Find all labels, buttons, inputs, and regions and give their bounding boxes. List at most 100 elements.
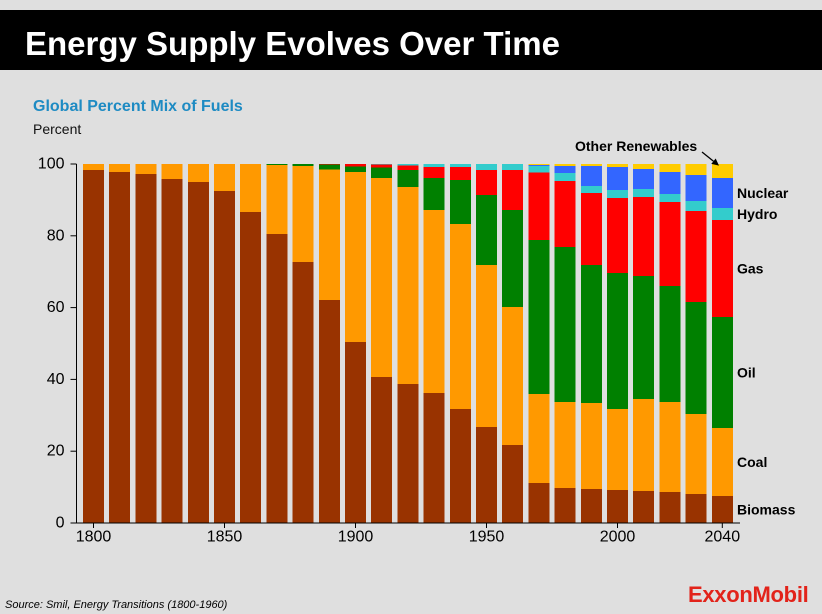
- bar-hydro-2000: [607, 189, 628, 199]
- bar-coal-1960: [502, 306, 524, 446]
- x-tick-label-2000: 2000: [600, 529, 636, 546]
- bar-oil-1950: [476, 194, 497, 265]
- bar-hydro-1980: [554, 172, 576, 181]
- annotation-other-renewables: Other Renewables: [575, 138, 697, 154]
- bar-other-renewables-2010: [633, 164, 655, 170]
- bar-coal-1890: [318, 169, 340, 301]
- y-tick-label-100: 100: [38, 156, 65, 173]
- bar-coal-2030: [685, 413, 707, 494]
- bar-biomass-2030: [685, 493, 707, 523]
- bar-coal-1920: [397, 186, 419, 385]
- bar-oil-1990: [580, 264, 602, 404]
- bar-hydro-1940: [449, 164, 471, 167]
- bar-hydro-1910: [371, 164, 393, 165]
- bar-coal-1910: [371, 178, 393, 377]
- bar-biomass-1900: [345, 342, 366, 523]
- chart-title: Global Percent Mix of Fuels: [33, 98, 243, 115]
- bar-coal-1990: [580, 403, 602, 489]
- bar-gas-2010: [633, 197, 655, 277]
- bar-nuclear-2000: [607, 166, 628, 190]
- bar-other-renewables-1970: [528, 164, 550, 166]
- bar-nuclear-2040: [711, 178, 733, 209]
- bar-biomass-1810: [109, 171, 131, 523]
- bar-coal-1840: [187, 164, 209, 182]
- y-tick-label-60: 60: [47, 299, 65, 316]
- bar-biomass-1940: [449, 408, 471, 523]
- bar-hydro-1950: [476, 164, 497, 171]
- bar-coal-1820: [135, 164, 157, 175]
- series-label-coal: Coal: [737, 454, 767, 470]
- bar-oil-1970: [528, 240, 550, 395]
- bar-coal-2010: [633, 399, 655, 492]
- bar-other-renewables-1990: [580, 164, 602, 167]
- bar-biomass-2020: [659, 492, 681, 523]
- bar-hydro-2040: [711, 208, 733, 221]
- bar-oil-1980: [554, 246, 576, 403]
- bar-nuclear-1990: [580, 166, 602, 186]
- bar-hydro-2020: [659, 194, 681, 203]
- bar-gas-2020: [659, 202, 681, 287]
- bar-coal-1930: [423, 209, 445, 394]
- y-tick-label-20: 20: [47, 443, 65, 460]
- bar-biomass-1890: [318, 300, 340, 523]
- bar-hydro-1920: [397, 164, 419, 166]
- annotation-arrow-shaft: [701, 151, 714, 162]
- bar-biomass-1850: [214, 190, 235, 524]
- title-bar: Energy Supply Evolves Over Time: [0, 10, 822, 70]
- series-labels: Biomass Coal Oil Gas Hydro Nuclear: [737, 185, 796, 517]
- bar-coal-1870: [266, 165, 288, 235]
- bar-nuclear-1970: [528, 165, 550, 167]
- bar-gas-1920: [397, 165, 419, 171]
- bar-biomass-1960: [502, 445, 524, 523]
- bar-biomass-1870: [266, 234, 288, 523]
- bar-hydro-2010: [633, 189, 655, 198]
- bar-nuclear-1980: [554, 166, 576, 173]
- y-tick-label-40: 40: [47, 371, 65, 388]
- bar-coal-2040: [711, 427, 733, 497]
- bar-coal-1860: [240, 164, 262, 213]
- bar-coal-1800: [83, 164, 104, 171]
- x-tick-label-1850: 1850: [207, 529, 243, 546]
- bar-gas-1910: [371, 164, 393, 168]
- x-tick-label-1900: 1900: [338, 529, 374, 546]
- bar-coal-1810: [109, 164, 131, 172]
- bar-oil-1870: [266, 164, 288, 166]
- bar-gas-2040: [711, 220, 733, 317]
- x-tick-label-1950: 1950: [469, 529, 505, 546]
- bar-biomass-2010: [633, 491, 655, 523]
- x-tick-label-1800: 1800: [76, 529, 112, 546]
- annotation-arrow-head: [711, 158, 719, 166]
- bar-coal-1980: [554, 402, 576, 489]
- series-label-oil: Oil: [737, 364, 756, 380]
- bar-oil-1880: [292, 164, 314, 166]
- bar-coal-1880: [292, 165, 314, 263]
- bar-gas-1890: [318, 164, 340, 165]
- bar-oil-2020: [659, 286, 681, 403]
- bar-oil-1940: [449, 180, 471, 224]
- bar-biomass-2000: [607, 489, 628, 523]
- bar-oil-2010: [633, 276, 655, 400]
- bar-biomass-1830: [161, 179, 183, 523]
- bar-biomass-1820: [135, 174, 157, 523]
- bar-oil-1890: [318, 164, 340, 170]
- bar-biomass-1910: [371, 376, 393, 523]
- bar-gas-1980: [554, 180, 576, 247]
- bar-segments: [83, 164, 733, 524]
- bar-biomass-1970: [528, 483, 550, 523]
- bar-hydro-1990: [580, 185, 602, 194]
- bar-gas-1930: [423, 166, 445, 179]
- series-label-biomass: Biomass: [737, 502, 796, 518]
- y-axis-label: Percent: [33, 121, 82, 137]
- bar-gas-1970: [528, 172, 550, 241]
- bar-coal-1850: [214, 164, 235, 191]
- bar-nuclear-2020: [659, 171, 681, 195]
- bar-other-renewables-1980: [554, 164, 576, 167]
- bar-coal-1940: [449, 223, 471, 409]
- bar-oil-2000: [607, 273, 628, 409]
- bar-oil-2040: [711, 316, 733, 428]
- bar-gas-1900: [345, 164, 366, 167]
- bar-biomass-1880: [292, 262, 314, 523]
- bar-coal-1900: [345, 171, 366, 343]
- bar-hydro-2030: [685, 200, 707, 212]
